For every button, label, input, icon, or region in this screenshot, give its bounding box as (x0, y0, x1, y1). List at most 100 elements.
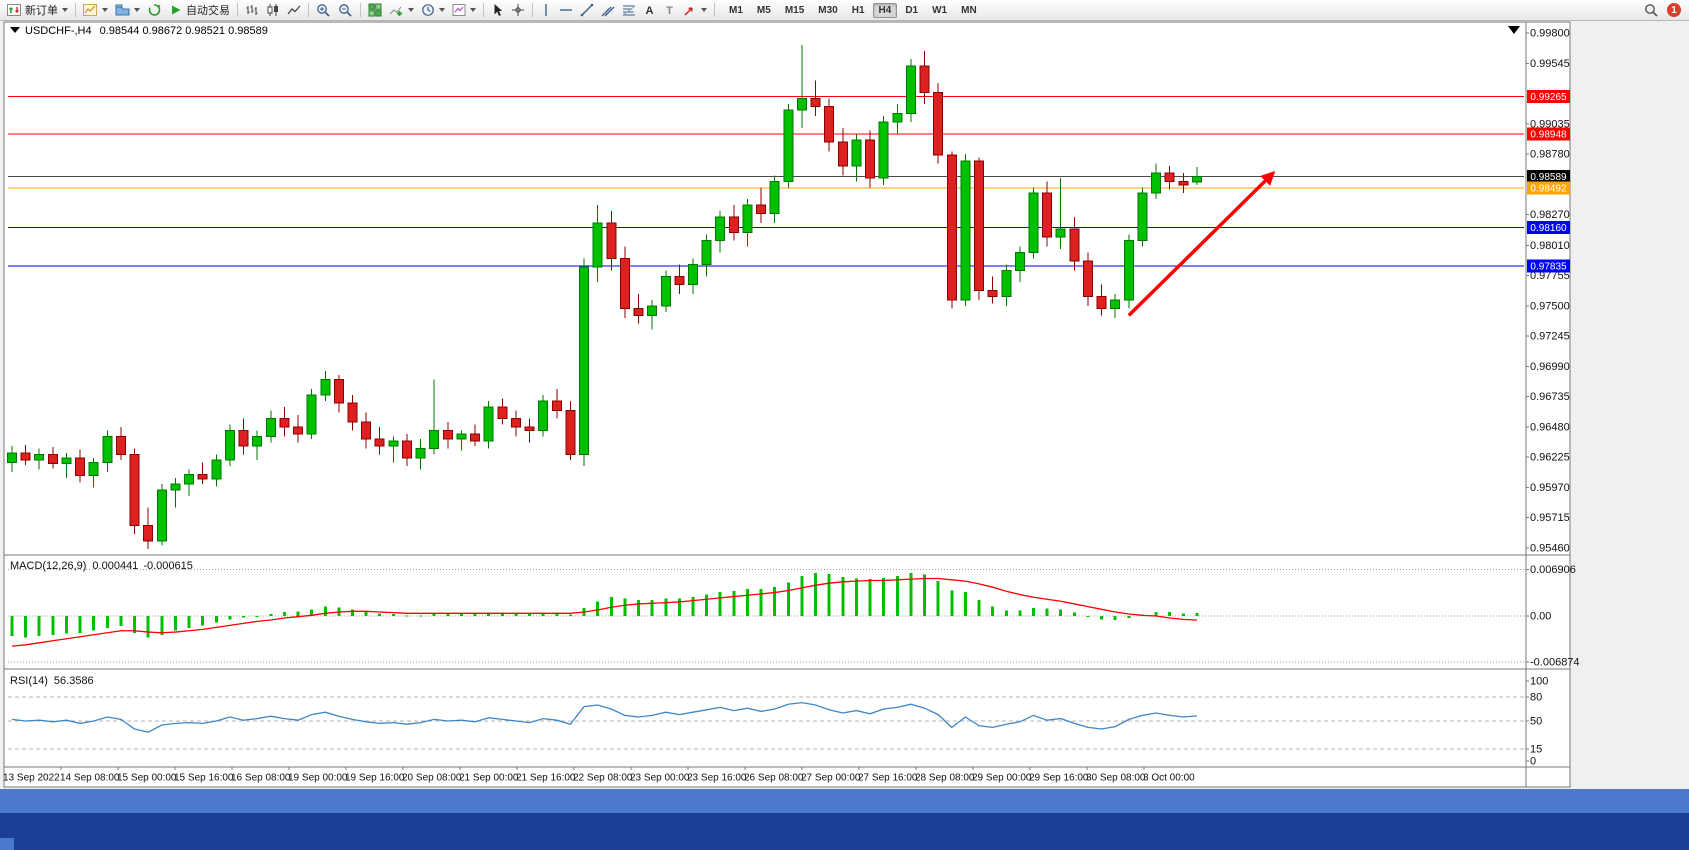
price-axis-label[interactable]: 0.99035 (1530, 118, 1570, 130)
candle (401, 434, 412, 467)
rsi-axis-label[interactable]: 80 (1530, 692, 1542, 704)
price-axis-label[interactable]: 0.97755 (1530, 270, 1570, 282)
price-axis-label[interactable]: 0.95460 (1530, 543, 1570, 555)
price-tag-0.98948: 0.98948 (1527, 127, 1570, 141)
autotrading-button[interactable]: 自动交易 (166, 1, 233, 19)
price-axis-label[interactable]: 0.99800 (1530, 28, 1570, 40)
time-axis-label[interactable]: 23 Sep 16:00 (687, 773, 747, 784)
time-axis-label[interactable]: 29 Sep 16:00 (1029, 773, 1089, 784)
timeframe-button-D1[interactable]: D1 (905, 4, 919, 16)
candle (1001, 264, 1012, 306)
text-tool-button[interactable]: A (640, 1, 659, 19)
bottom-bar-lower (0, 813, 1689, 850)
time-axis-label[interactable]: 19 Sep 16:00 (345, 773, 405, 784)
timeframe-button-M15[interactable]: M15 (784, 4, 805, 16)
trendline-button[interactable] (577, 1, 597, 19)
time-axis-label[interactable]: 27 Sep 16:00 (858, 773, 918, 784)
line-chart-button[interactable] (284, 1, 304, 19)
label-tool-button[interactable]: T (660, 1, 679, 19)
time-axis-label[interactable]: 14 Sep 08:00 (60, 773, 120, 784)
notification-badge[interactable]: 1 (1667, 3, 1681, 17)
macd-bar (759, 589, 763, 616)
time-axis-label[interactable]: 15 Sep 00:00 (117, 773, 177, 784)
macd-axis-label[interactable]: -0.006874 (1530, 657, 1580, 669)
price-axis-label[interactable]: 0.96225 (1530, 452, 1570, 464)
time-axis-label[interactable]: 15 Sep 16:00 (174, 773, 234, 784)
line-chart-icon (287, 5, 301, 15)
fibonacci-button[interactable] (619, 1, 639, 19)
timeframe-button-M30[interactable]: M30 (818, 4, 838, 16)
bar-chart-button[interactable] (242, 1, 262, 19)
rsi-axis-label[interactable]: 0 (1530, 756, 1536, 768)
timeframe-button-M5[interactable]: M5 (756, 4, 771, 16)
timeframe-button-H4[interactable]: H4 (872, 2, 898, 18)
time-axis-label[interactable]: 23 Sep 00:00 (630, 773, 690, 784)
price-axis-label[interactable]: 0.98780 (1530, 149, 1570, 161)
new-chart-button[interactable] (80, 1, 111, 19)
time-axis-label[interactable]: 28 Sep 08:00 (915, 773, 975, 784)
price-axis-label[interactable]: 0.95970 (1530, 482, 1570, 494)
macd-axis-label[interactable]: 0.006906 (1530, 564, 1576, 576)
tile-windows-button[interactable] (365, 1, 385, 19)
time-axis-label[interactable]: 3 Oct 00:00 (1143, 773, 1195, 784)
price-axis-label[interactable]: 0.98270 (1530, 209, 1570, 221)
candle (1069, 216, 1080, 271)
channel-button[interactable] (598, 1, 618, 19)
zoom-in-button[interactable] (313, 1, 334, 19)
search-button[interactable] (1641, 1, 1662, 19)
time-axis-label[interactable]: 22 Sep 08:00 (573, 773, 633, 784)
timeframe-button-M1[interactable]: M1 (729, 4, 743, 16)
macd-bar (541, 612, 545, 616)
macd-axis-label[interactable]: 0.00 (1530, 611, 1551, 623)
time-axis-label[interactable]: 21 Sep 16:00 (516, 773, 576, 784)
time-axis-label[interactable]: 29 Sep 00:00 (972, 773, 1032, 784)
trend-arrow[interactable] (1127, 171, 1276, 317)
time-axis-label[interactable]: 13 Sep 2022 (3, 773, 60, 784)
indicators-button[interactable] (386, 1, 417, 19)
price-axis-label[interactable]: 0.96480 (1530, 421, 1570, 433)
refresh-button[interactable] (144, 1, 165, 19)
crosshair-button[interactable] (508, 1, 528, 19)
price-axis-label[interactable]: 0.98010 (1530, 240, 1570, 252)
chart-shift-marker[interactable] (1508, 26, 1520, 34)
cursor-button[interactable] (488, 1, 507, 19)
macd-bar (637, 599, 641, 616)
time-axis-label[interactable]: 30 Sep 08:00 (1086, 773, 1146, 784)
price-axis-label[interactable]: 0.97500 (1530, 300, 1570, 312)
time-axis-label[interactable]: 27 Sep 00:00 (801, 773, 861, 784)
time-axis-label[interactable]: 20 Sep 08:00 (402, 773, 462, 784)
profiles-button[interactable] (112, 1, 143, 19)
timeframe-button-W1[interactable]: W1 (932, 4, 948, 16)
candlestick-chart-button[interactable] (263, 1, 283, 19)
vertical-line-button[interactable] (537, 1, 555, 19)
rsi-axis-label[interactable]: 100 (1530, 676, 1548, 688)
timeframe-button-H1[interactable]: H1 (851, 4, 865, 16)
price-axis-label[interactable]: 0.95715 (1530, 512, 1570, 524)
templates-button[interactable] (449, 1, 479, 19)
toolbar: 新订单 自动交易 (0, 0, 1689, 21)
timeframe-button-MN[interactable]: MN (961, 4, 977, 16)
zoom-out-button[interactable] (335, 1, 356, 19)
rsi-axis-label[interactable]: 15 (1530, 744, 1542, 756)
rsi-axis-label[interactable]: 50 (1530, 716, 1542, 728)
time-axis-label[interactable]: 16 Sep 08:00 (231, 773, 291, 784)
templates-icon (452, 4, 466, 16)
price-axis-label[interactable]: 0.97245 (1530, 331, 1570, 343)
macd-bar (1100, 616, 1104, 620)
periods-button[interactable] (418, 1, 448, 19)
price-axis-label[interactable]: 0.96990 (1530, 361, 1570, 373)
time-axis-label[interactable]: 26 Sep 08:00 (744, 773, 804, 784)
new-order-button[interactable]: 新订单 (4, 1, 71, 19)
macd-bar (432, 613, 436, 616)
time-axis-label[interactable]: 21 Sep 00:00 (459, 773, 519, 784)
time-axis-label[interactable]: 19 Sep 00:00 (288, 773, 348, 784)
toolbar-separator (360, 3, 361, 17)
macd-bar (187, 616, 191, 629)
candle (1042, 181, 1053, 247)
one-click-trading-toggle[interactable] (10, 27, 20, 33)
text-tool-icon: A (646, 5, 654, 17)
arrows-tool-button[interactable] (680, 1, 710, 19)
price-axis-label[interactable]: 0.96735 (1530, 391, 1570, 403)
price-axis-label[interactable]: 0.99545 (1530, 58, 1570, 70)
horizontal-line-button[interactable] (556, 1, 576, 19)
